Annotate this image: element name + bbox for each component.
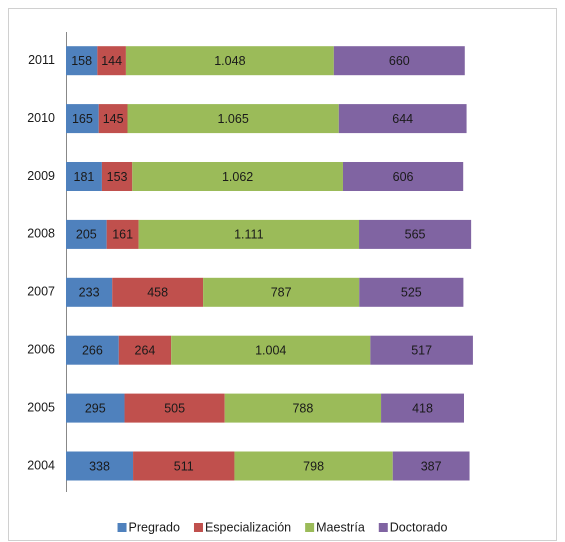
data-label: 145 <box>103 112 124 126</box>
y-tick-label: 2005 <box>27 400 55 414</box>
bar-segment <box>66 451 134 481</box>
legend-swatch <box>378 523 388 532</box>
bar-segment <box>125 46 334 76</box>
data-label: 787 <box>271 286 292 300</box>
legend-swatch <box>117 523 127 532</box>
legend-label: Especialización <box>205 520 291 534</box>
data-label: 161 <box>112 228 133 242</box>
data-label: 565 <box>405 228 426 242</box>
data-label: 1.065 <box>218 112 249 126</box>
data-label: 660 <box>389 54 410 68</box>
legend-label: Doctorado <box>390 520 448 534</box>
bar-segment <box>66 393 125 423</box>
data-label: 181 <box>74 170 95 184</box>
data-label: 144 <box>101 54 122 68</box>
data-label: 1.062 <box>222 170 253 184</box>
bar-segment <box>359 219 472 249</box>
bar-segment <box>66 277 113 307</box>
bar-segment <box>66 219 107 249</box>
y-tick-label: 2007 <box>27 285 55 299</box>
bar-segment <box>333 46 465 76</box>
legend-swatch <box>193 523 203 532</box>
data-label: 338 <box>89 459 110 473</box>
legend-swatch <box>305 523 315 532</box>
data-label: 165 <box>72 112 93 126</box>
data-label: 517 <box>411 343 432 357</box>
bar-segment <box>370 335 473 365</box>
data-label: 387 <box>421 459 442 473</box>
bar-segment <box>132 162 343 191</box>
bar-segment <box>106 219 139 249</box>
bar-segment <box>342 162 464 191</box>
data-label: 1.048 <box>214 54 245 68</box>
bar-segment <box>392 451 470 481</box>
data-label: 264 <box>135 343 156 357</box>
bar-segment <box>66 162 102 191</box>
bar-segment <box>381 393 464 423</box>
bar-segment <box>138 219 360 249</box>
bar-segment <box>203 277 360 307</box>
legend-label: Pregrado <box>129 520 180 534</box>
bar-segment <box>101 162 133 191</box>
data-label: 525 <box>401 286 422 300</box>
data-label: 606 <box>393 170 414 184</box>
y-tick-label: 2008 <box>27 227 55 241</box>
bar-segment <box>97 46 126 76</box>
data-label: 644 <box>392 112 413 126</box>
bar-segment <box>338 104 467 134</box>
data-label: 233 <box>79 286 100 300</box>
bar-segment <box>124 393 225 423</box>
bar-segment <box>66 335 119 365</box>
y-tick-label: 2010 <box>27 111 55 125</box>
data-label: 266 <box>82 343 103 357</box>
data-label: 798 <box>303 459 324 473</box>
data-label: 1.111 <box>234 228 263 242</box>
data-label: 295 <box>85 401 106 415</box>
bar-segment <box>224 393 382 423</box>
data-label: 788 <box>292 401 313 415</box>
bar-segment <box>66 46 98 76</box>
data-label: 458 <box>147 286 168 300</box>
data-label: 505 <box>164 401 185 415</box>
bar-segment <box>98 104 128 134</box>
bar-segment <box>359 277 464 307</box>
data-label: 511 <box>174 459 194 473</box>
y-tick-label: 2009 <box>27 169 55 183</box>
bar-segment <box>234 451 393 481</box>
bar-segment <box>112 277 204 307</box>
y-tick-label: 2004 <box>27 458 55 472</box>
data-label: 1.004 <box>255 343 286 357</box>
data-label: 153 <box>107 170 128 184</box>
bar-segment <box>133 451 235 481</box>
y-tick-label: 2011 <box>28 53 55 67</box>
bar-segment <box>66 104 99 134</box>
bar-segment <box>118 335 172 365</box>
bar-segment <box>127 104 339 134</box>
data-label: 158 <box>71 54 92 68</box>
y-tick-label: 2006 <box>27 342 55 356</box>
data-label: 205 <box>76 228 97 242</box>
data-label: 418 <box>412 401 433 415</box>
legend-label: Maestría <box>316 520 365 534</box>
bar-segment <box>171 335 371 365</box>
